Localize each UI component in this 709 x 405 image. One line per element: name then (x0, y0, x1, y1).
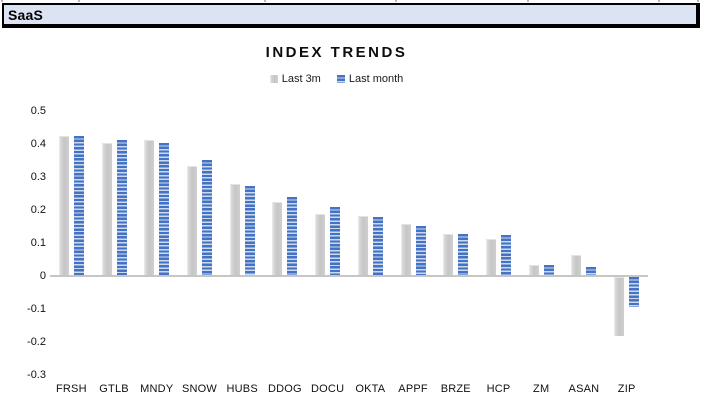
chart-title: INDEX TRENDS (265, 44, 408, 61)
column-gridline-tick (395, 0, 397, 2)
x-axis-tick-label: OKTA (355, 383, 386, 395)
column-gridline-tick (264, 0, 266, 2)
bar-last-month-docu (330, 207, 341, 275)
bar-last-month-hcp (501, 235, 511, 275)
column-gridline-tick (658, 0, 660, 2)
x-axis-tick-label: GTLB (99, 383, 129, 395)
bar-last-3m-snow (187, 166, 197, 276)
x-axis-tick-label: ZM (533, 383, 550, 395)
bar-last-3m-okta (357, 215, 368, 276)
bar-last-month-hubs (244, 185, 255, 275)
sheet-header-label: SaaS (8, 6, 44, 23)
y-axis-tick-label: 0.4 (30, 138, 46, 150)
chart[interactable]: INDEX TRENDS Last 3m Last month 0.5 0.4 0.… (0, 30, 709, 405)
x-axis-tick-label: DDOG (268, 383, 302, 395)
y-axis-tick-label: 0.3 (30, 171, 46, 183)
x-axis-tick-label: DOCU (311, 383, 345, 395)
bar-last-3m-hcp (486, 238, 496, 276)
legend-label: Last 3m (281, 73, 321, 85)
bar-last-month-asan (586, 266, 597, 275)
y-axis-tick-label: 0.1 (30, 237, 46, 249)
x-axis-tick-label: APPF (398, 383, 428, 395)
x-axis-tick-label: ASAN (568, 383, 600, 395)
x-axis-tick-label: BRZE (440, 383, 471, 395)
legend-label: Last month (348, 73, 404, 85)
x-axis-line (50, 275, 648, 277)
column-gridline-tick (1, 0, 3, 2)
y-axis-tick-label: -0.2 (27, 336, 46, 348)
y-axis-tick-label: 0 (39, 270, 46, 282)
column-gridline-tick (527, 0, 529, 2)
bar-last-3m-frsh (58, 136, 69, 276)
column-gridline-tick (78, 0, 80, 2)
bar-last-month-gtlb (116, 139, 127, 275)
x-axis-tick-label: MNDY (140, 383, 174, 395)
bar-last-month-zip (629, 277, 640, 307)
bar-last-month-snow (202, 159, 212, 275)
bar-last-3m-asan (571, 255, 582, 276)
bar-last-3m-mndy (144, 139, 155, 276)
y-axis-tick-label: 0.2 (30, 204, 46, 216)
chart-legend: Last 3m Last month (0, 73, 673, 85)
bar-last-month-ddog (287, 197, 298, 275)
plot-area: 0.5 0.4 0.3 0.2 0.1 0 -0.1 -0.2 -0.3 FRSH GTLB MNDY… (0, 30, 709, 405)
y-axis-tick-label: -0.1 (27, 303, 46, 315)
bar-last-3m-hubs (229, 184, 240, 276)
x-axis-tick-label: FRSH (55, 383, 87, 395)
bar-last-month-mndy (159, 143, 170, 275)
y-axis-tick-label: 0.5 (30, 105, 46, 117)
x-axis-tick-label: HUBS (226, 383, 258, 395)
y-axis-tick-label: -0.3 (27, 369, 46, 381)
bar-last-3m-appf (400, 223, 411, 276)
gray-striped-swatch-icon (269, 75, 278, 83)
bar-last-month-frsh (73, 136, 84, 275)
bar-last-month-appf (415, 225, 426, 275)
bar-last-3m-gtlb (101, 143, 112, 276)
bar-last-3m-docu (315, 213, 326, 276)
blue-striped-swatch-icon (336, 75, 345, 83)
bar-last-3m-ddog (272, 202, 283, 276)
bar-last-3m-brze (443, 233, 454, 276)
bar-last-3m-zip (614, 277, 625, 336)
legend-item-last-month: Last month (336, 73, 404, 85)
legend-item-last-3m: Last 3m (269, 73, 321, 85)
bar-last-month-brze (458, 233, 469, 275)
bar-last-3m-zm (528, 265, 539, 276)
x-axis-tick-label: SNOW (181, 383, 218, 395)
x-axis-tick-label: HCP (486, 383, 511, 395)
sheet-header-cell[interactable]: SaaS (2, 3, 700, 28)
x-axis-tick-label: ZIP (617, 383, 636, 395)
bar-last-month-zm (543, 265, 554, 275)
column-gridline-tick (697, 0, 699, 2)
bar-last-month-okta (372, 217, 383, 275)
